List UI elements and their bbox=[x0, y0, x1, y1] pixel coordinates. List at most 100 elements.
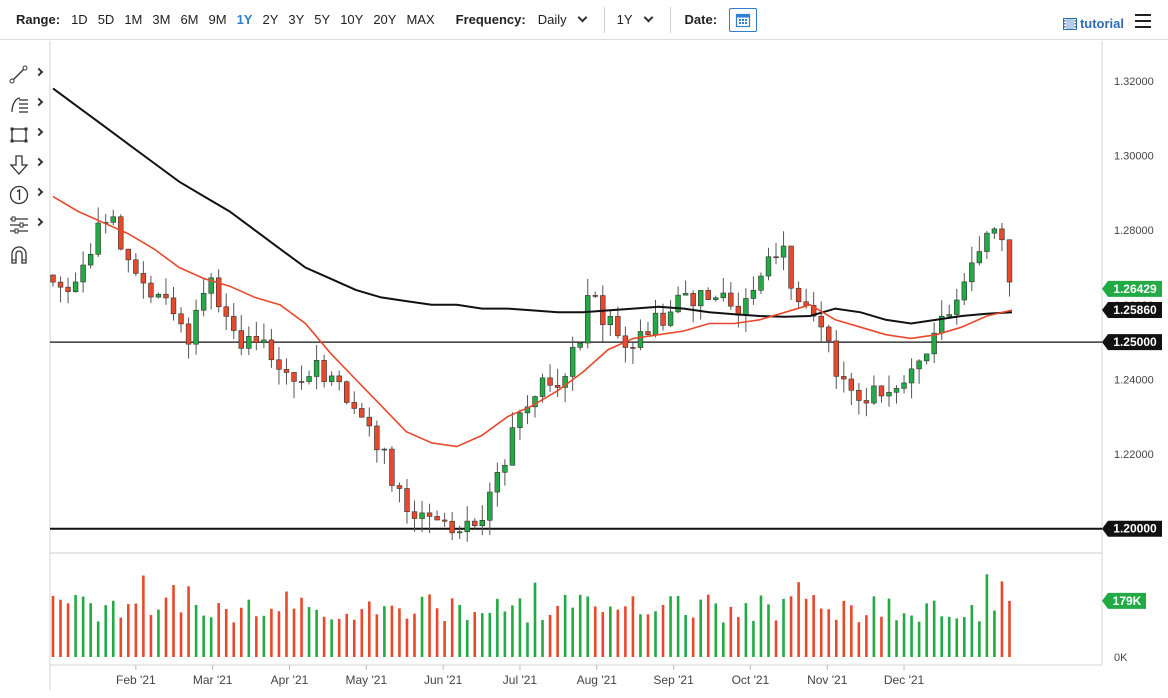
candle bbox=[893, 385, 900, 404]
candle-body bbox=[411, 511, 418, 519]
toolbar: Range: 1D 5D 1M 3M 6M 9M 1Y 2Y 3Y 5Y 10Y 20Y MAX Fre… bbox=[0, 0, 1168, 40]
volume-bar bbox=[646, 614, 650, 657]
volume-bar bbox=[330, 619, 333, 657]
candle-body bbox=[863, 400, 870, 404]
candle bbox=[494, 462, 501, 507]
candle-body bbox=[780, 245, 787, 258]
rectangle-tool[interactable] bbox=[8, 120, 48, 150]
candle-body bbox=[389, 448, 395, 486]
range-button-1y[interactable]: 1Y bbox=[236, 12, 253, 27]
range-button-2y[interactable]: 2Y bbox=[262, 12, 279, 27]
range-button-5d[interactable]: 5D bbox=[97, 12, 115, 27]
candle-body bbox=[984, 232, 990, 252]
candle bbox=[336, 370, 342, 391]
range-button-max[interactable]: MAX bbox=[406, 12, 435, 27]
range-button-6m[interactable]: 6M bbox=[180, 12, 199, 27]
fibonacci-tool[interactable] bbox=[8, 90, 48, 120]
range-button-9m[interactable]: 9M bbox=[208, 12, 227, 27]
candle-body bbox=[50, 274, 56, 283]
x-tick-label: Jun '21 bbox=[424, 673, 463, 687]
calendar-icon[interactable] bbox=[729, 7, 758, 32]
volume-bar bbox=[631, 596, 635, 657]
toolbar-divider bbox=[669, 6, 671, 33]
hamburger-menu-icon[interactable] bbox=[1135, 14, 1151, 28]
volume-bar bbox=[872, 596, 876, 657]
volume-bar bbox=[556, 605, 559, 657]
candle bbox=[261, 323, 267, 349]
candle-body bbox=[871, 385, 877, 404]
candle bbox=[637, 319, 644, 351]
candle bbox=[193, 299, 199, 355]
candle-body bbox=[65, 286, 71, 293]
range-button-1d[interactable]: 1D bbox=[71, 12, 88, 27]
x-tick-label: Jul '21 bbox=[503, 673, 538, 687]
candle-body bbox=[758, 275, 764, 291]
volume-bar bbox=[880, 616, 883, 657]
range-button-20y[interactable]: 20Y bbox=[373, 12, 397, 27]
candle-body bbox=[87, 253, 94, 266]
range-button-5y[interactable]: 5Y bbox=[314, 12, 331, 27]
volume-bar bbox=[255, 616, 258, 657]
candle-body bbox=[637, 331, 644, 348]
candle-body bbox=[140, 273, 147, 284]
candle bbox=[283, 358, 290, 385]
frequency-value: Daily bbox=[537, 12, 567, 27]
candle-body bbox=[810, 305, 817, 317]
volume-bar bbox=[149, 615, 153, 657]
candle bbox=[238, 315, 244, 356]
measure-tool[interactable] bbox=[8, 210, 48, 240]
frequency-label: Frequency: bbox=[455, 12, 526, 27]
counter-one-icon bbox=[9, 185, 29, 205]
candle bbox=[72, 272, 79, 293]
candle bbox=[328, 371, 335, 386]
volume-bar bbox=[729, 606, 733, 657]
range-button-10y[interactable]: 10Y bbox=[340, 12, 364, 27]
tutorial-link[interactable]: tutorial bbox=[1062, 16, 1124, 31]
volume-bar bbox=[398, 608, 401, 657]
candle-body bbox=[434, 516, 440, 521]
frequency-select[interactable]: Daily bbox=[537, 12, 588, 27]
period-select[interactable]: 1Y bbox=[617, 12, 653, 27]
candle-body bbox=[916, 360, 922, 370]
range-button-3m[interactable]: 3M bbox=[152, 12, 171, 27]
candle-body bbox=[298, 381, 305, 383]
volume-bar bbox=[669, 596, 672, 657]
candle-body bbox=[261, 339, 267, 344]
volume-bar bbox=[187, 586, 190, 657]
candle bbox=[886, 375, 892, 407]
volume-tag-shape bbox=[1102, 592, 1146, 609]
candle bbox=[472, 518, 478, 529]
volume-bar bbox=[360, 609, 364, 657]
candle bbox=[140, 261, 147, 299]
volume-bar bbox=[857, 622, 861, 657]
range-button-3y[interactable]: 3Y bbox=[288, 12, 305, 27]
candle-body bbox=[268, 339, 275, 361]
arrow-tool[interactable] bbox=[8, 150, 48, 180]
candle bbox=[652, 299, 659, 338]
volume-bar bbox=[744, 603, 748, 657]
candle-body bbox=[878, 385, 885, 397]
magnet-tool[interactable] bbox=[8, 240, 48, 270]
candle bbox=[517, 409, 523, 441]
candle-body bbox=[148, 282, 154, 298]
candle-body bbox=[464, 520, 470, 533]
candle-body bbox=[788, 245, 794, 289]
counter-tool[interactable] bbox=[8, 180, 48, 210]
candle bbox=[728, 282, 734, 310]
candle-body bbox=[969, 262, 975, 283]
price-tag-text: 1.26429 bbox=[1113, 282, 1157, 296]
volume-bar bbox=[51, 595, 55, 657]
volume-bar bbox=[496, 598, 499, 657]
volume-bar bbox=[104, 605, 108, 657]
range-button-1m[interactable]: 1M bbox=[124, 12, 143, 27]
volume-bar bbox=[609, 606, 612, 657]
candle bbox=[359, 402, 365, 418]
x-tick-label: Aug '21 bbox=[577, 673, 618, 687]
trendline-tool[interactable] bbox=[8, 60, 48, 90]
candle-body bbox=[472, 520, 478, 526]
candle-body bbox=[999, 228, 1005, 241]
candle-body bbox=[291, 372, 297, 382]
x-tick-label: Dec '21 bbox=[884, 673, 925, 687]
candle-body bbox=[728, 292, 734, 307]
